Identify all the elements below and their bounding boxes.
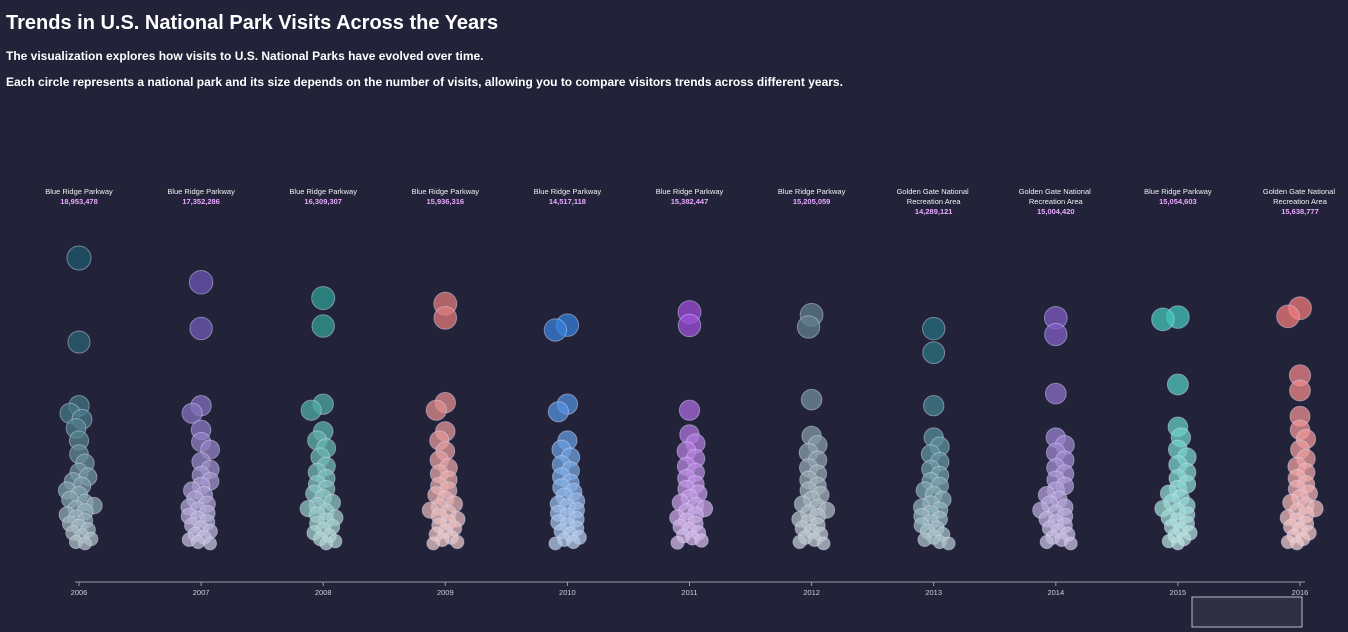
park-circle <box>311 314 335 338</box>
x-tick-label: 2006 <box>71 588 88 597</box>
park-circle <box>450 534 465 550</box>
chart-title: Trends in U.S. National Park Visits Acro… <box>6 12 498 34</box>
park-circle <box>319 536 334 551</box>
top-park-visits: 15,382,447 <box>671 197 709 206</box>
park-circle <box>1276 304 1300 329</box>
park-circle <box>543 318 568 342</box>
top-park-name: Blue Ridge Parkway <box>1144 187 1212 196</box>
park-circle <box>189 316 213 341</box>
park-circle <box>547 401 569 423</box>
top-park-visits: 15,205,059 <box>793 197 831 206</box>
park-circle <box>917 532 933 548</box>
x-tick-label: 2007 <box>193 588 210 597</box>
park-circle <box>66 245 92 271</box>
park-circle <box>1039 534 1054 550</box>
top-park-name: Blue Ridge Parkway <box>45 187 113 196</box>
x-tick-label: 2015 <box>1170 588 1187 597</box>
park-circle <box>566 534 581 550</box>
park-circle <box>923 395 945 417</box>
park-circle <box>922 341 946 365</box>
park-circle <box>433 306 458 330</box>
top-park-visits: 17,352,286 <box>182 197 220 206</box>
top-park-name: Golden Gate National Recreation Area <box>897 187 971 206</box>
park-circle <box>1170 536 1185 551</box>
top-park-name: Blue Ridge Parkway <box>412 187 480 196</box>
park-circle <box>921 316 946 341</box>
park-circle <box>190 534 206 550</box>
top-park-name: Blue Ridge Parkway <box>778 187 846 196</box>
top-park-visits: 15,638,777 <box>1281 207 1319 216</box>
park-circle <box>188 270 214 295</box>
x-tick-label: 2012 <box>803 588 820 597</box>
park-circle <box>694 533 709 548</box>
x-tick-label: 2010 <box>559 588 576 597</box>
x-tick-label: 2013 <box>925 588 942 597</box>
brush[interactable] <box>1191 596 1303 628</box>
description: Each circle represents a national park a… <box>6 75 843 89</box>
top-park-visits: 15,936,316 <box>427 197 465 206</box>
park-circle <box>203 536 218 551</box>
park-circle <box>941 536 956 551</box>
park-circle <box>796 315 821 339</box>
park-circle <box>426 536 441 551</box>
top-park-name: Blue Ridge Parkway <box>534 187 602 196</box>
top-park-name: Blue Ridge Parkway <box>656 187 724 196</box>
park-circle <box>1151 307 1175 332</box>
top-park-visits: 14,289,121 <box>915 207 953 216</box>
park-circle <box>816 536 831 551</box>
top-park-visits: 18,953,478 <box>60 197 98 206</box>
top-park-visits: 16,309,307 <box>304 197 342 206</box>
park-circle <box>678 399 701 421</box>
top-park-visits: 15,054,603 <box>1159 197 1197 206</box>
x-tick-label: 2009 <box>437 588 454 597</box>
top-park-name: Blue Ridge Parkway <box>289 187 357 196</box>
park-circle <box>670 535 685 550</box>
subtitle: The visualization explores how visits to… <box>6 49 484 63</box>
x-tick-label: 2016 <box>1292 588 1309 597</box>
park-circle <box>792 534 807 550</box>
x-tick-label: 2008 <box>315 588 332 597</box>
x-tick-label: 2011 <box>681 588 697 597</box>
top-park-name: Golden Gate National Recreation Area <box>1263 187 1337 206</box>
park-circle <box>1044 322 1068 347</box>
top-park-visits: 14,517,118 <box>549 197 586 206</box>
park-circle <box>311 285 336 311</box>
top-park-name: Golden Gate National Recreation Area <box>1019 187 1093 206</box>
park-circle <box>1289 379 1311 402</box>
park-circle <box>67 330 91 354</box>
park-circle <box>300 399 322 421</box>
park-circle <box>181 402 203 424</box>
park-circle <box>1166 373 1189 396</box>
park-circle <box>800 388 823 411</box>
park-circle <box>1063 536 1078 551</box>
top-park-name: Blue Ridge Parkway <box>167 187 235 196</box>
x-tick-label: 2014 <box>1047 588 1064 597</box>
park-circle <box>425 399 447 421</box>
park-circle <box>1290 536 1304 551</box>
top-park-visits: 15,004,420 <box>1037 207 1075 216</box>
park-circle <box>1044 382 1067 405</box>
park-circle <box>548 536 563 551</box>
park-circle <box>677 313 702 338</box>
park-circle <box>78 536 92 551</box>
